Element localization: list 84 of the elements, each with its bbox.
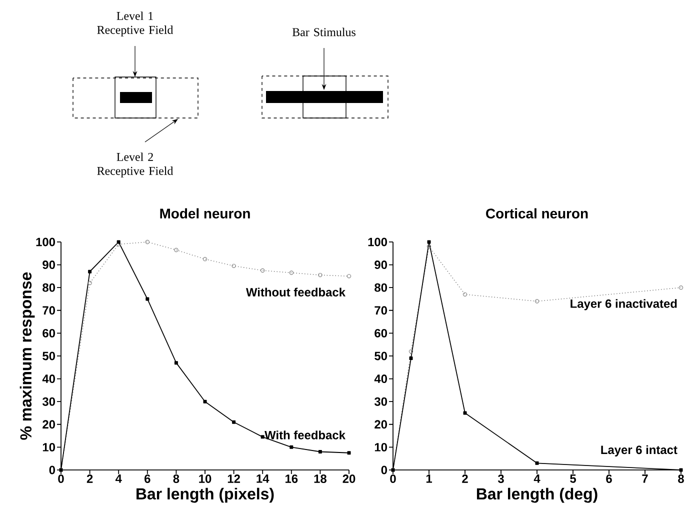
y-tick-label: 90 [374, 260, 387, 270]
x-tick-label: 12 [228, 474, 240, 483]
y-tick-label: 70 [42, 306, 55, 315]
y-tick-label: 20 [42, 420, 55, 429]
x-tick-label: 1 [426, 474, 432, 483]
chart-title: Cortical neuron [486, 208, 588, 218]
point [427, 240, 431, 244]
x-tick-label: 4 [115, 474, 122, 483]
point [408, 349, 414, 354]
x-tick-label: 7 [642, 474, 648, 483]
x-tick-label: 14 [256, 474, 270, 483]
chart-title: Model neuron [160, 208, 250, 218]
point [203, 400, 207, 404]
point [174, 361, 178, 365]
point [318, 272, 322, 278]
point [347, 451, 351, 455]
y-tick-label: 50 [42, 352, 55, 360]
y-tick-label: 40 [374, 374, 387, 384]
x-tick-label: 0 [58, 474, 64, 483]
series-label: With feedback [264, 430, 346, 440]
y-tick-label: 10 [374, 442, 387, 452]
x-axis-title: Bar length (deg) [476, 488, 598, 503]
point [88, 280, 92, 286]
x-tick-label: 8 [678, 474, 684, 483]
x-tick-label: 8 [173, 474, 180, 483]
x-tick-label: 10 [199, 474, 212, 483]
point [462, 292, 468, 297]
point [146, 297, 150, 301]
point [116, 240, 120, 244]
point [678, 285, 684, 290]
y-tick-label: 20 [374, 420, 387, 429]
x-tick-label: 20 [342, 474, 356, 483]
y-axis-title: % maximum response [20, 272, 35, 440]
y-tick-label: 10 [42, 442, 55, 452]
x-tick-label: 2 [86, 474, 93, 483]
y-tick-label: 80 [374, 283, 387, 292]
y-tick-label: 50 [374, 352, 387, 360]
x-tick-label: 4 [534, 474, 540, 483]
point [88, 270, 92, 274]
x-tick-label: 5 [570, 474, 576, 483]
x-tick-label: 16 [286, 474, 298, 483]
x-tick-label: 6 [606, 474, 612, 483]
x-tick-label: 2 [462, 474, 468, 483]
point [202, 256, 208, 262]
y-tick-label: 0 [49, 466, 55, 474]
y-tick-label: 60 [42, 328, 55, 338]
point [534, 299, 540, 304]
x-tick-label: 6 [144, 474, 150, 483]
y-tick-label: 30 [374, 397, 387, 406]
x-tick-label: 18 [314, 474, 326, 483]
point [290, 445, 294, 449]
point [535, 461, 539, 465]
text: Bar Stimulus [292, 28, 356, 36]
point [174, 248, 178, 252]
point [289, 270, 294, 275]
x-axis-title: Bar length (pixels) [136, 488, 274, 503]
point [463, 411, 467, 415]
point [318, 450, 322, 454]
point [232, 264, 236, 268]
point [426, 244, 432, 249]
y-tick-label: 90 [42, 260, 55, 270]
series-label: Without feedback [246, 288, 346, 296]
point [116, 242, 121, 246]
series-label: Layer 6 inactivated [570, 299, 677, 310]
series-label: Layer 6 intact [601, 445, 678, 456]
text: Level 1 Receptive Field [97, 12, 174, 36]
x-tick-label: 3 [498, 474, 504, 483]
x-tick-label: 0 [390, 474, 396, 483]
y-tick-label: 30 [42, 397, 55, 406]
point [346, 274, 352, 278]
y-tick-label: 100 [36, 238, 55, 246]
text: Level 2 Receptive Field [97, 152, 174, 178]
y-tick-label: 60 [374, 328, 387, 338]
point [145, 240, 150, 244]
point [232, 420, 236, 424]
point [260, 435, 264, 439]
y-tick-label: 80 [42, 283, 55, 292]
y-tick-label: 0 [381, 466, 387, 474]
y-tick-label: 40 [42, 374, 55, 384]
point [409, 356, 413, 360]
y-tick-label: 70 [374, 306, 387, 315]
point [679, 468, 683, 472]
point [260, 268, 265, 273]
y-tick-label: 100 [368, 238, 387, 246]
